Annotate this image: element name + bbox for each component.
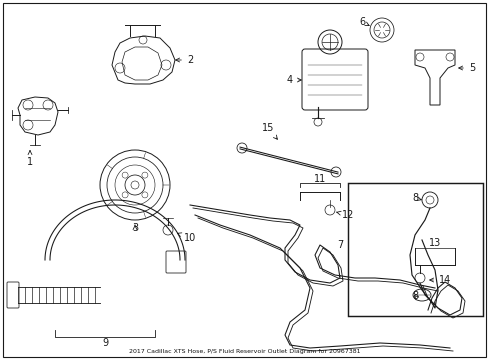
Text: 1: 1 <box>27 151 33 167</box>
Text: 14: 14 <box>429 275 450 285</box>
Text: 2: 2 <box>175 55 193 65</box>
Text: 7: 7 <box>336 240 343 250</box>
Text: 10: 10 <box>177 233 196 243</box>
Bar <box>347 183 482 316</box>
Text: 13: 13 <box>428 238 440 248</box>
Text: 4: 4 <box>286 75 301 85</box>
Text: 3: 3 <box>132 223 138 233</box>
Text: 8: 8 <box>411 193 420 203</box>
Text: 11: 11 <box>313 174 325 184</box>
Text: 12: 12 <box>336 210 353 220</box>
Text: 15: 15 <box>261 123 277 139</box>
Text: 9: 9 <box>102 338 108 348</box>
Text: 2017 Cadillac XTS Hose, P/S Fluid Reservoir Outlet Diagram for 20967381: 2017 Cadillac XTS Hose, P/S Fluid Reserv… <box>128 350 360 355</box>
Text: 6: 6 <box>358 17 368 27</box>
Text: 8: 8 <box>411 291 418 301</box>
Text: 5: 5 <box>458 63 474 73</box>
